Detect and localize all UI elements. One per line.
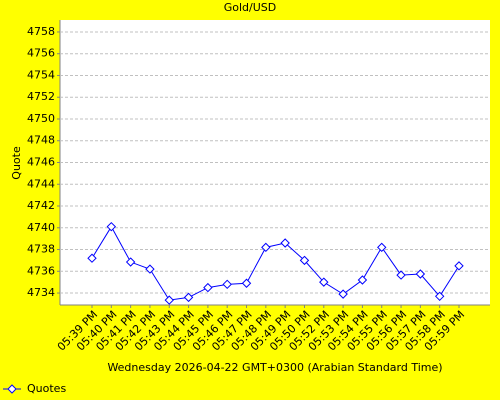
y-tick-label: 4742 xyxy=(27,199,55,212)
data-point xyxy=(434,291,445,302)
data-point xyxy=(377,242,387,253)
y-tick-label: 4740 xyxy=(27,221,55,234)
y-tick-label: 4746 xyxy=(27,156,55,169)
chart-title: Gold/USD xyxy=(224,1,277,14)
data-point xyxy=(319,277,329,287)
y-tick-label: 4736 xyxy=(27,264,55,277)
y-tick-label: 4758 xyxy=(27,25,55,38)
data-point xyxy=(357,275,368,285)
data-point xyxy=(261,242,271,253)
data-point xyxy=(183,292,194,303)
data-point xyxy=(396,270,406,280)
data-point xyxy=(280,238,290,248)
data-point xyxy=(222,279,232,290)
x-axis-label: Wednesday 2026-04-22 GMT+0300 (Arabian S… xyxy=(107,361,442,374)
y-tick-label: 4748 xyxy=(27,134,55,147)
data-point xyxy=(338,289,348,299)
y-tick-label: 4744 xyxy=(27,177,55,190)
data-point xyxy=(203,282,213,293)
data-point xyxy=(87,253,97,263)
data-point xyxy=(106,221,117,232)
legend-label: Quotes xyxy=(27,382,66,395)
y-tick-label: 4752 xyxy=(27,90,55,103)
data-point xyxy=(454,261,464,271)
data-point xyxy=(241,278,252,288)
y-tick-label: 4738 xyxy=(27,243,55,256)
legend-marker xyxy=(7,384,17,394)
series-line xyxy=(91,225,460,301)
y-tick-label: 4754 xyxy=(27,68,55,81)
data-point xyxy=(415,269,426,279)
data-point xyxy=(164,295,174,305)
y-tick-label: 4756 xyxy=(27,47,55,60)
data-point xyxy=(299,255,310,266)
data-point xyxy=(125,257,136,267)
y-axis-label: Quote xyxy=(10,146,23,180)
y-tick-label: 4750 xyxy=(27,112,55,125)
data-point xyxy=(145,264,155,274)
y-tick-label: 4734 xyxy=(27,286,55,299)
